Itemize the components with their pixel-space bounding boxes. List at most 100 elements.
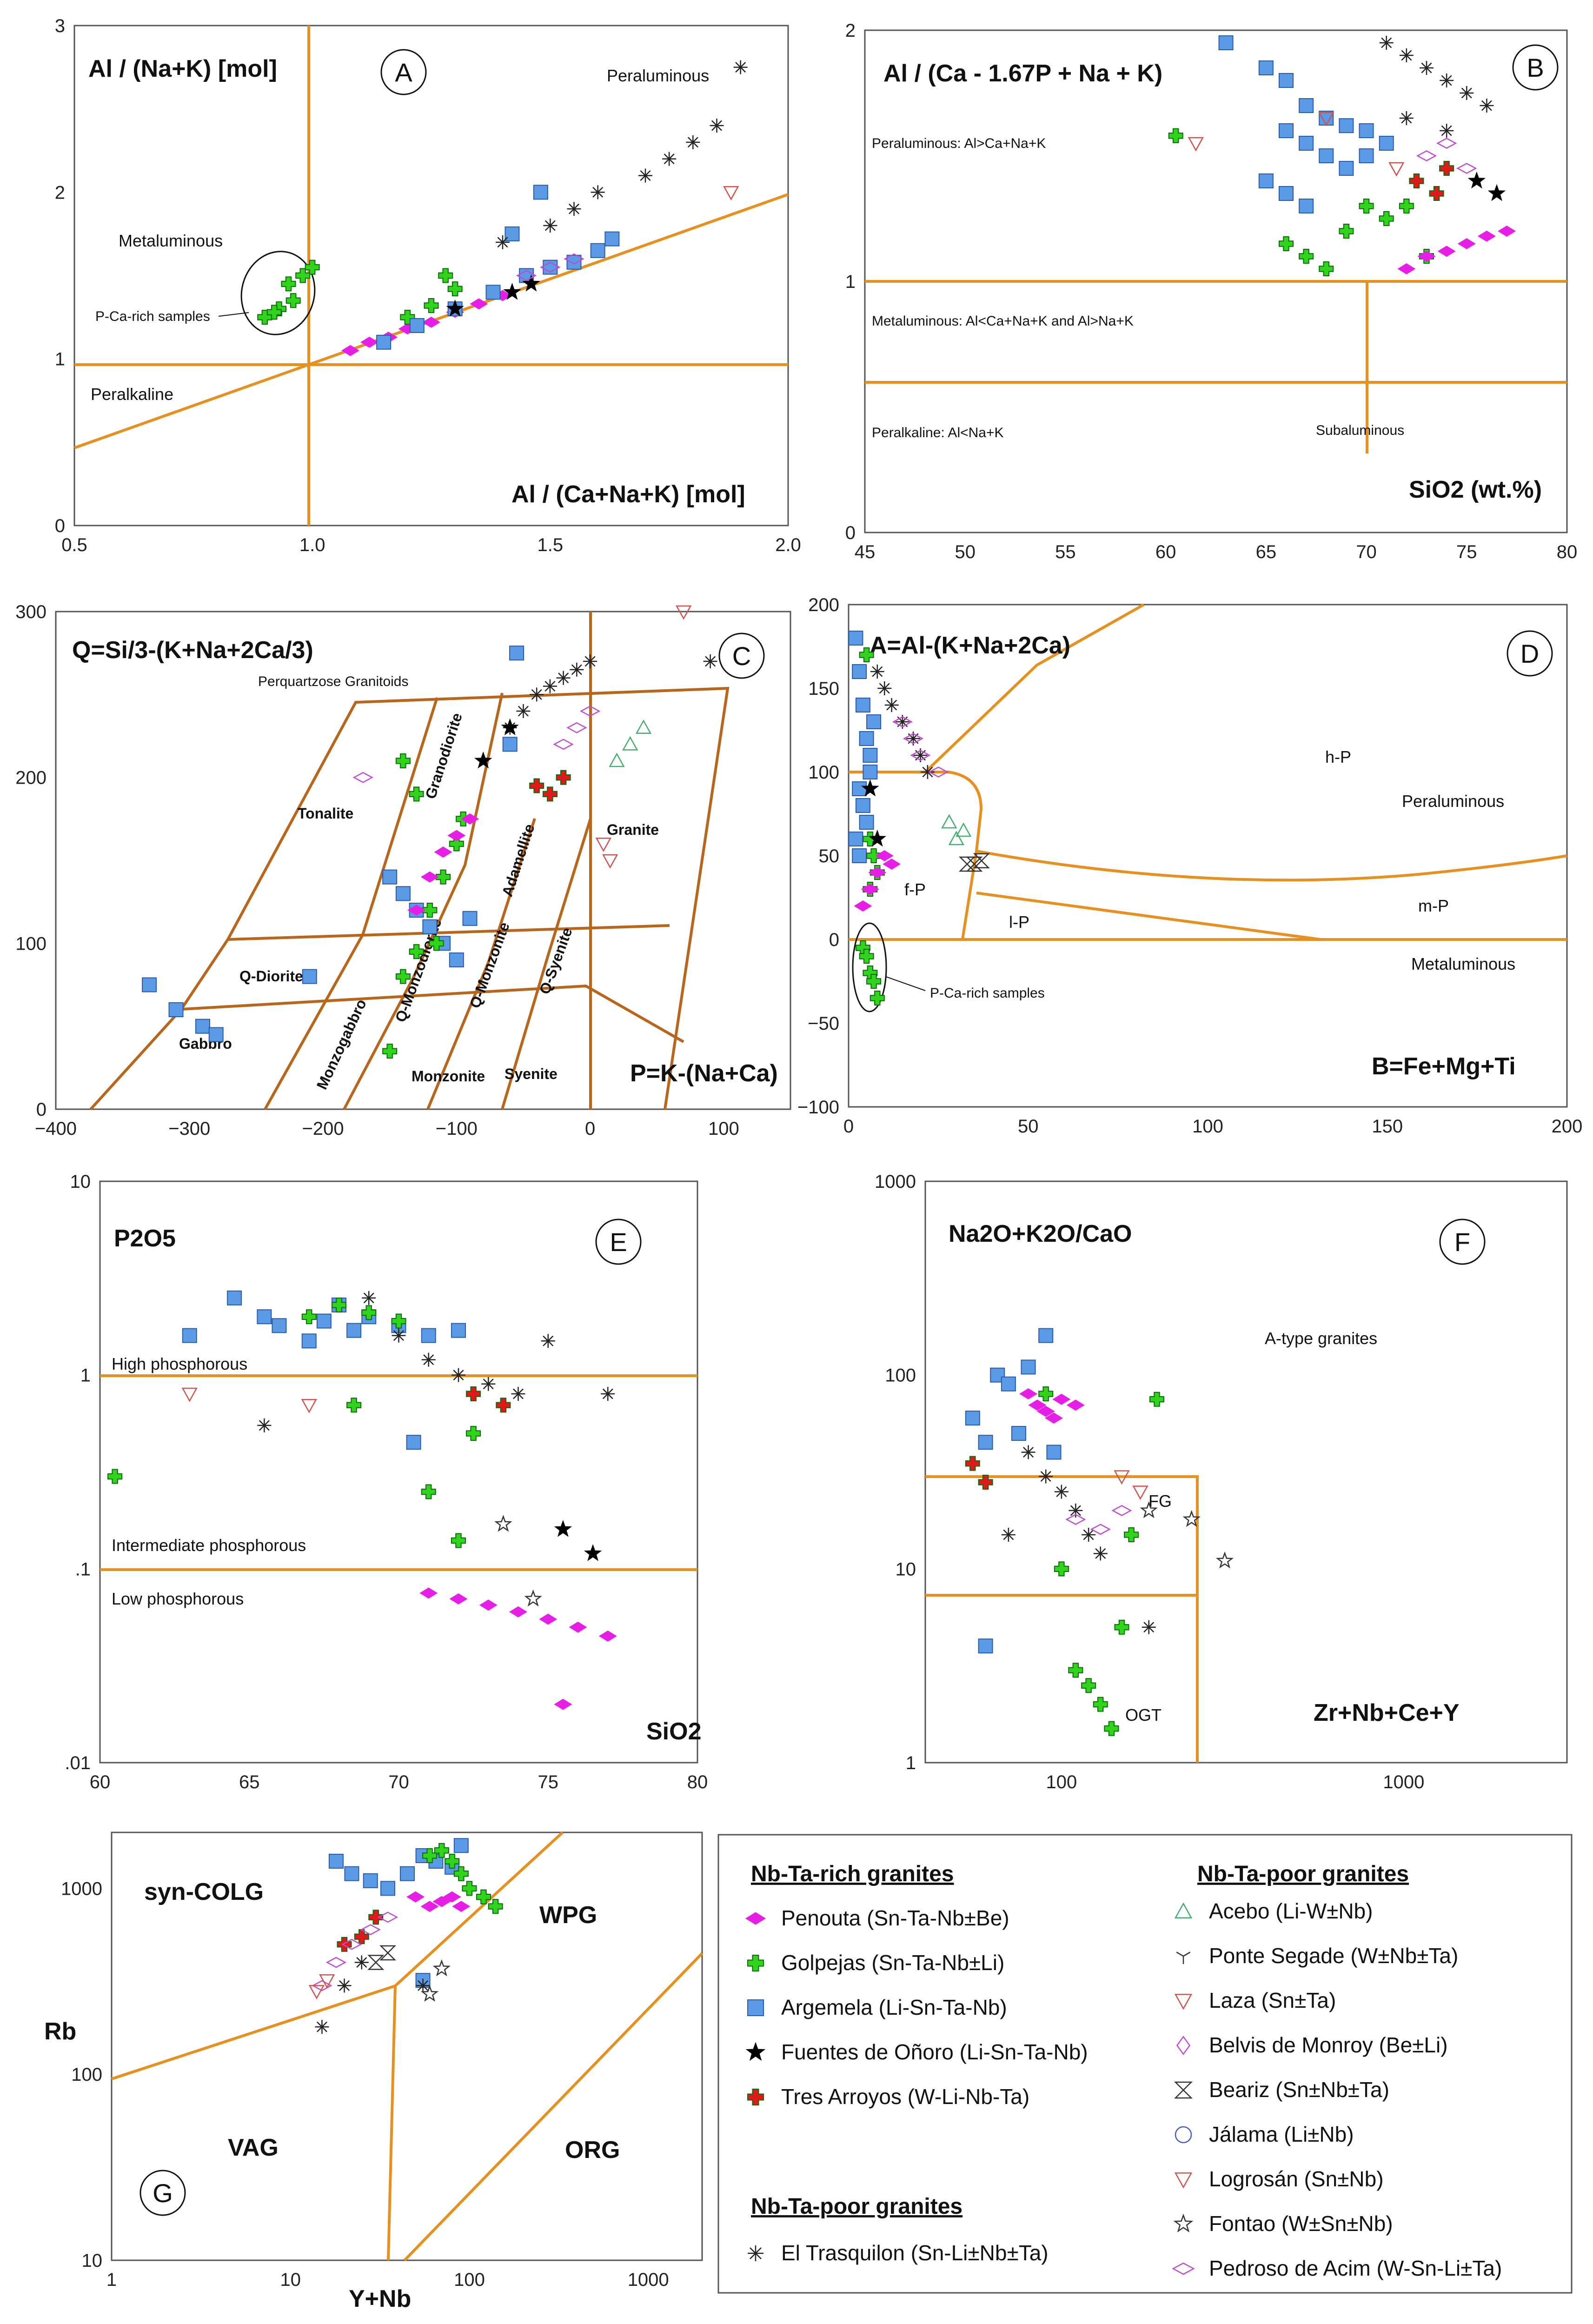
point-golpejas-4 xyxy=(436,869,451,885)
point-trasquilon-2 xyxy=(421,1352,436,1367)
ytick-label: 150 xyxy=(808,679,839,699)
panel-c-field-11: Monzonite xyxy=(412,1068,485,1085)
point-argemela-4 xyxy=(301,1333,317,1349)
ytick-label: 1 xyxy=(55,349,65,370)
point-argemela-8 xyxy=(422,919,438,934)
series-golpejas xyxy=(1168,128,1434,276)
point-golpejas-7 xyxy=(1124,1527,1139,1542)
point-argemela-0 xyxy=(848,631,863,646)
xtick-label: −200 xyxy=(302,1119,344,1139)
point-fuentes-1 xyxy=(868,829,887,847)
point-golpejas-5 xyxy=(266,305,282,320)
point-tres_arroyos-1 xyxy=(978,1475,993,1490)
point-fuentes-0 xyxy=(474,751,492,769)
point-golpejas-2 xyxy=(866,848,882,863)
point-trasquilon-8 xyxy=(257,1418,272,1432)
point-argemela-3 xyxy=(485,285,501,300)
series-trasquilon xyxy=(315,1955,430,2034)
panel-d-xlabel: B=Fe+Mg+Ti xyxy=(1372,1053,1516,1080)
panel-a-ylabel: Al / (Na+K) [mol] xyxy=(88,55,277,82)
point-trasquilon-5 xyxy=(511,1387,525,1401)
panel-g-frame xyxy=(111,1831,703,2261)
xtick-label: 50 xyxy=(955,542,976,562)
point-argemela-1 xyxy=(227,1290,242,1305)
legend-label-fontao: Fontao (W±Sn±Nb) xyxy=(1209,2211,1393,2236)
point-tres_arroyos-0 xyxy=(529,778,544,793)
point-trasquilon-6 xyxy=(1093,1546,1108,1561)
point-pedroso-1 xyxy=(325,1957,347,1968)
xtick-label: −100 xyxy=(436,1119,478,1139)
point-acebo-0 xyxy=(941,814,957,829)
point-golpejas-3 xyxy=(1081,1678,1096,1693)
point-argemela-5 xyxy=(1339,118,1354,133)
xtick-label: 100 xyxy=(1192,1116,1223,1137)
xtick-label: 75 xyxy=(538,1772,559,1792)
point-argemela-6 xyxy=(395,886,411,901)
panel-d-ylabel: A=Al-(K+Na+2Ca) xyxy=(870,632,1070,659)
point-golpejas-3 xyxy=(295,268,311,283)
xtick-label: −400 xyxy=(35,1119,77,1139)
series-pedroso xyxy=(1065,1505,1132,1535)
ytick-label: −100 xyxy=(797,1097,839,1118)
panel-c-boundary-outer xyxy=(226,686,730,1110)
point-tres_arroyos-0 xyxy=(466,1386,481,1402)
panel-c-field-5: Q-Diorite xyxy=(239,968,303,985)
point-laza-0 xyxy=(181,1387,198,1402)
xtick-label: 75 xyxy=(1456,542,1477,562)
point-argemela-3 xyxy=(1299,98,1314,113)
panel-d-pca-leader xyxy=(885,976,926,991)
point-argemela-10 xyxy=(449,952,464,967)
point-golpejas-1 xyxy=(1279,236,1294,251)
panel-d-boundary-fp xyxy=(849,771,983,940)
point-golpejas-0 xyxy=(107,1469,123,1484)
panel-e-field-1: Intermediate phosphorous xyxy=(112,1536,306,1555)
series-laza xyxy=(723,186,739,200)
point-trasquilon-0 xyxy=(315,2020,329,2034)
point-pedroso-1 xyxy=(553,739,574,750)
point-golpejas-8 xyxy=(870,991,885,1006)
point-penouta-4 xyxy=(1052,1393,1071,1405)
legend-label-fuentes: Fuentes de Oñoro (Li-Sn-Ta-Nb) xyxy=(781,2040,1088,2064)
point-trasquilon-0 xyxy=(496,235,510,249)
xtick-label: −300 xyxy=(168,1119,210,1139)
ytick-label: 200 xyxy=(15,768,46,788)
point-trasquilon-1 xyxy=(392,1328,406,1343)
point-penouta-5 xyxy=(1066,1399,1085,1411)
ytick-label: 10 xyxy=(70,1172,91,1192)
point-argemela-4 xyxy=(863,765,878,779)
legend-entry-acebo: Acebo (Li-W±Nb) xyxy=(1174,1899,1373,1923)
point-golpejas-6 xyxy=(1379,211,1394,226)
panel-b-ylabel: Al / (Ca - 1.67P + Na + K) xyxy=(883,60,1162,87)
panel-g-boundary-org xyxy=(403,1952,704,2262)
point-penouta-0 xyxy=(1019,1388,1038,1400)
legend-entry-laza: Laza (Sn±Ta) xyxy=(1174,1988,1336,2012)
point-trasquilon-3 xyxy=(1054,1485,1069,1499)
series-acebo xyxy=(609,719,652,767)
point-golpejas-2 xyxy=(1299,249,1314,264)
legend-entry-penouta: Penouta (Sn-Ta-Nb±Be) xyxy=(745,1906,1009,1930)
series-fuentes xyxy=(554,1520,602,1561)
point-golpejas-1 xyxy=(395,969,411,984)
point-argemela-4 xyxy=(1011,1426,1026,1441)
point-golpejas-6 xyxy=(285,293,301,308)
point-argemela-2 xyxy=(1279,73,1294,88)
xtick-label: 45 xyxy=(855,542,876,562)
panel-c-boundary-mid xyxy=(227,924,670,941)
panel-c-ticks: −400 −300 −200 −100 0 100 0 100 200 300 xyxy=(15,602,739,1139)
point-trasquilon-2 xyxy=(884,698,899,712)
point-trasquilon-5 xyxy=(1480,99,1494,113)
panel-e-ylabel: P2O5 xyxy=(114,1225,176,1252)
point-argemela-13 xyxy=(509,646,524,661)
point-argemela-11 xyxy=(1339,161,1354,176)
panel-g-field-2: VAG xyxy=(228,2134,279,2161)
point-argemela-9 xyxy=(852,848,867,863)
point-golpejas-8 xyxy=(1149,1392,1165,1407)
point-golpejas-1 xyxy=(434,1843,449,1858)
point-golpejas-10 xyxy=(447,281,463,297)
point-pedroso-0 xyxy=(892,716,913,727)
point-tres_arroyos-0 xyxy=(965,1456,980,1471)
panel-c-frame xyxy=(55,611,791,1110)
point-penouta-2 xyxy=(479,1599,498,1611)
legend-entry-argemela: Argemela (Li-Sn-Ta-Nb) xyxy=(747,1995,1007,2019)
